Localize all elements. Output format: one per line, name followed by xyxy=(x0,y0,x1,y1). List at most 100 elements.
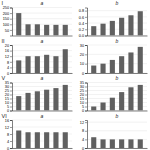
bar xyxy=(16,96,21,110)
y-tick-mark xyxy=(85,148,87,149)
y-axis-line xyxy=(10,83,13,111)
y-tick-mark xyxy=(10,111,12,112)
y-tick-label: 0.6 xyxy=(79,16,84,20)
bar xyxy=(138,47,143,73)
y-tick-mark xyxy=(85,11,87,12)
y-axis-line xyxy=(85,46,88,74)
y-tick: 16 xyxy=(5,49,12,53)
x-axis-line xyxy=(88,111,148,112)
grid-line xyxy=(87,130,147,131)
y-tick-label: 12 xyxy=(5,55,9,59)
bar xyxy=(53,132,58,148)
row-label: VI xyxy=(2,113,8,119)
bar xyxy=(44,25,49,36)
x-axis-line xyxy=(13,36,73,37)
y-tick-label: 50 xyxy=(5,29,9,33)
y-tick-mark xyxy=(10,120,12,121)
row-label: II xyxy=(2,38,6,44)
bar xyxy=(16,131,21,149)
grid-line xyxy=(12,7,72,8)
bar xyxy=(35,132,40,148)
y-tick-label: 16 xyxy=(5,119,9,123)
y-axis: 0.00.20.40.60.8 xyxy=(79,8,88,38)
bar xyxy=(25,132,30,148)
sublabel: b xyxy=(116,0,119,6)
bar xyxy=(91,107,96,111)
y-tick-label: 0 xyxy=(7,147,9,150)
y-tick-label: 8 xyxy=(7,61,9,65)
grid-line xyxy=(87,122,147,123)
bar xyxy=(100,24,105,36)
grid xyxy=(12,45,72,73)
x-axis xyxy=(13,111,73,112)
y-tick: 30 xyxy=(5,85,12,89)
y-axis-line xyxy=(85,8,88,36)
y-tick-label: 25 xyxy=(5,89,9,93)
y-tick-label: 30 xyxy=(5,85,9,89)
y-tick-mark xyxy=(85,139,87,140)
y-axis: 04812 xyxy=(80,121,88,150)
bar xyxy=(138,85,143,111)
y-tick-label: 10 xyxy=(80,101,84,105)
y-tick-label: 25 xyxy=(80,89,84,93)
bars xyxy=(16,13,68,35)
y-tick-mark xyxy=(85,23,87,24)
y-tick-label: 0.4 xyxy=(79,22,84,26)
y-tick: 20 xyxy=(5,44,12,48)
y-tick: 0.4 xyxy=(79,22,87,26)
y-tick-mark xyxy=(10,73,12,74)
panel: 04812 xyxy=(80,121,148,150)
y-tick-mark xyxy=(10,13,12,14)
y-tick: 12 xyxy=(80,121,87,125)
y-tick-mark xyxy=(10,8,12,9)
bar xyxy=(128,139,133,148)
y-tick-label: 12 xyxy=(80,121,84,125)
bar xyxy=(25,56,30,73)
bar xyxy=(44,132,49,148)
x-axis-line xyxy=(88,73,148,74)
y-tick-mark xyxy=(10,107,12,108)
bar xyxy=(63,85,68,111)
bar xyxy=(25,93,30,111)
y-tick: 12 xyxy=(5,126,12,130)
grid-line xyxy=(12,120,72,121)
y-tick-mark xyxy=(85,36,87,37)
y-tick: 20 xyxy=(80,53,87,57)
panel: 50100150200250 xyxy=(3,6,73,36)
y-tick-mark xyxy=(85,54,87,55)
y-axis: 50100150200250 xyxy=(3,6,13,36)
sublabel: a xyxy=(41,0,44,6)
x-axis xyxy=(13,148,73,149)
y-tick: 100 xyxy=(3,23,12,27)
y-tick: 8 xyxy=(7,61,12,65)
y-tick-mark xyxy=(85,107,87,108)
y-tick: 150 xyxy=(3,17,12,21)
y-tick-label: 0.0 xyxy=(79,34,84,38)
y-axis-line xyxy=(10,46,13,74)
y-tick-label: 4 xyxy=(7,66,9,70)
bar xyxy=(100,103,105,111)
y-tick-label: 250 xyxy=(3,6,9,10)
bar xyxy=(110,60,115,73)
grid-line xyxy=(87,45,147,46)
y-tick-mark xyxy=(85,95,87,96)
y-tick-label: 35 xyxy=(5,81,9,85)
y-tick: 4 xyxy=(7,66,12,70)
bar xyxy=(16,60,21,73)
y-tick: 30 xyxy=(80,44,87,48)
panel: 0481216 xyxy=(5,119,73,150)
bar xyxy=(25,24,30,35)
y-tick-mark xyxy=(85,103,87,104)
row-label: I xyxy=(2,0,4,6)
y-tick-label: 30 xyxy=(80,44,84,48)
y-tick-mark xyxy=(10,83,12,84)
y-tick-mark xyxy=(10,91,12,92)
y-tick-label: 0.8 xyxy=(79,9,84,13)
y-tick: 0.8 xyxy=(79,9,87,13)
y-tick-label: 16 xyxy=(5,49,9,53)
panel: 05101520253035 xyxy=(5,81,73,113)
y-tick-label: 100 xyxy=(3,23,9,27)
bar xyxy=(128,52,133,73)
y-tick-label: 20 xyxy=(80,53,84,57)
y-tick-mark xyxy=(85,91,87,92)
